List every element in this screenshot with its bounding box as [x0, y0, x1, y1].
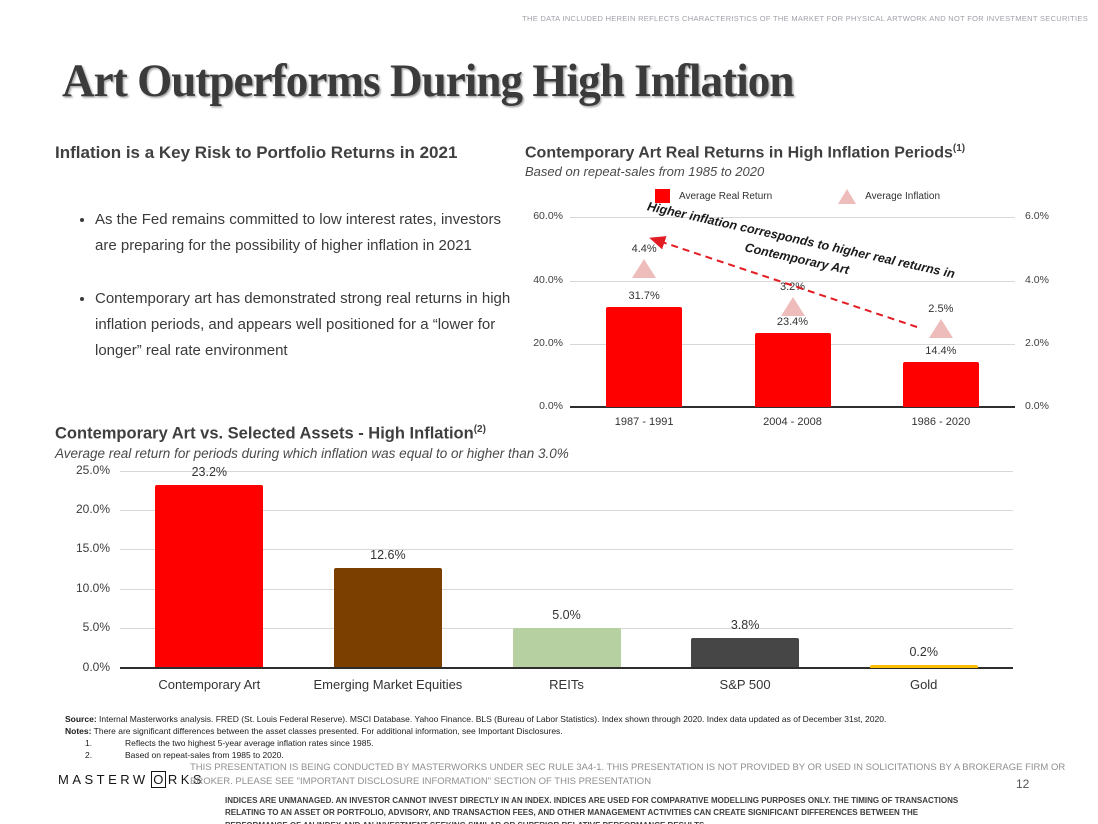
bar-value-label: 3.8% [730, 617, 760, 632]
x-axis-line [570, 406, 1015, 409]
logo-part: MASTERW [58, 772, 149, 787]
gridline [120, 549, 1013, 551]
left-axis-tick: 60.0% [533, 210, 563, 223]
notes-text: There are significant differences betwee… [91, 726, 563, 736]
inflation-triangle-marker [632, 258, 657, 278]
footnote-text: Reflects the two highest 5-year average … [125, 738, 374, 748]
asset-bar [155, 484, 264, 668]
logo-o-box: O [150, 771, 166, 788]
chart1-footnote-ref: (1) [952, 143, 966, 154]
right-axis-tick: 4.0% [1025, 273, 1049, 286]
asset-bar [691, 637, 800, 668]
real-return-bar [902, 361, 979, 408]
category-label: REITs [549, 676, 584, 692]
legend-item-real-return: Average Real Return [654, 189, 773, 204]
page-title: Art Outperforms During High Inflation [62, 55, 794, 107]
y-axis-tick: 0.0% [82, 659, 110, 674]
chart1-legend: Average Real Return Average Inflation [525, 187, 1070, 205]
legend-item-inflation: Average Inflation [838, 188, 941, 204]
bar-value-label: 0.2% [909, 644, 938, 659]
source-text: Internal Masterworks analysis. FRED (St.… [96, 714, 887, 724]
source-line: Source: Internal Masterworks analysis. F… [65, 714, 886, 724]
footnote-number: 2. [85, 750, 93, 760]
asset-bar [512, 628, 621, 668]
assets-comparison-section: Contemporary Art vs. Selected Assets - H… [55, 424, 1050, 703]
key-risk-section: Inflation is a Key Risk to Portfolio Ret… [55, 143, 520, 390]
top-disclaimer: THE DATA INCLUDED HEREIN REFLECTS CHARAC… [522, 14, 1088, 23]
notes-label: Notes: [65, 726, 92, 736]
footnote-text: Based on repeat-sales from 1985 to 2020. [125, 750, 284, 760]
legend-label: Average Real Return [678, 190, 773, 202]
real-returns-chart: 60.0% 6.0% 40.0% 4.0% 20.0% 2.0% 0.0% 0.0% 31.7%… [525, 200, 1090, 435]
bar-value-label: 31.7% [628, 289, 660, 302]
bullet-item: Contemporary art has demonstrated strong… [95, 286, 520, 365]
footnote-1: 1. Reflects the two highest 5-year avera… [85, 738, 374, 748]
bullet-item: As the Fed remains committed to low inte… [95, 207, 520, 260]
gridline [120, 588, 1013, 590]
real-return-bar [754, 333, 831, 408]
sec-disclaimer: THIS PRESENTATION IS BEING CONDUCTED BY … [190, 762, 1066, 788]
left-axis-tick: 20.0% [533, 336, 563, 349]
assets-comparison-chart: 25.0% 20.0% 15.0% 10.0% 5.0% 0.0% 23.2% Contemp… [55, 463, 1050, 703]
x-axis-line [120, 666, 1013, 669]
footnote-number: 1. [85, 738, 93, 748]
page-number: 12 [1016, 777, 1030, 791]
triangle-swatch-icon [838, 188, 857, 204]
real-return-bar [606, 306, 683, 408]
asset-bar [333, 568, 442, 668]
logo-part: RKS [167, 772, 206, 787]
chart1-title: Contemporary Art Real Returns in High In… [525, 143, 1090, 162]
bar-value-label: 23.2% [191, 464, 228, 479]
bar-swatch-icon [654, 189, 670, 204]
bullet-list: As the Fed remains committed to low inte… [55, 207, 520, 364]
left-axis-tick: 0.0% [539, 400, 563, 413]
chart2-title: Contemporary Art vs. Selected Assets - H… [55, 424, 1050, 444]
category-label: Emerging Market Equities [313, 676, 463, 692]
category-label: S&P 500 [719, 676, 771, 692]
bar-value-label: 23.4% [776, 316, 809, 329]
gridline [120, 509, 1013, 511]
y-axis-tick: 5.0% [82, 620, 110, 635]
chart2-subtitle: Average real return for periods during w… [55, 445, 569, 461]
chart1-subtitle: Based on repeat-sales from 1985 to 2020 [525, 164, 765, 180]
chart2-footnote-ref: (2) [473, 424, 486, 435]
chart1-title-text: Contemporary Art Real Returns in High In… [525, 144, 953, 162]
footnote-2: 2. Based on repeat-sales from 1985 to 20… [85, 750, 284, 760]
category-label: 1986 - 2020 [911, 416, 971, 429]
y-axis-tick: 25.0% [75, 462, 110, 477]
category-label: 1987 - 1991 [614, 416, 674, 429]
inflation-triangle-marker [928, 319, 953, 339]
bar-value-label: 5.0% [552, 608, 581, 623]
legend-label: Average Inflation [865, 190, 941, 202]
masterworks-logo: MASTERW O RKS [58, 771, 206, 788]
y-axis-tick: 10.0% [75, 580, 110, 595]
right-axis-tick: 0.0% [1025, 400, 1049, 413]
gridline [120, 470, 1013, 472]
gridline [570, 217, 1015, 219]
category-label: Gold [909, 676, 938, 692]
category-label: Contemporary Art [158, 676, 261, 692]
real-returns-chart-section: Contemporary Art Real Returns in High In… [525, 143, 1090, 435]
right-axis-tick: 6.0% [1025, 210, 1049, 223]
category-label: 2004 - 2008 [763, 416, 822, 429]
chart2-title-text: Contemporary Art vs. Selected Assets - H… [55, 424, 474, 443]
y-axis-tick: 20.0% [75, 501, 110, 516]
triangle-value-label: 2.5% [928, 303, 954, 316]
triangle-value-label: 3.2% [779, 280, 806, 293]
asset-bar [869, 664, 978, 668]
source-label: Source: [65, 714, 97, 724]
indices-disclaimer: INDICES ARE UNMANAGED. AN INVESTOR CANNO… [225, 796, 959, 824]
right-axis-tick: 2.0% [1025, 336, 1049, 349]
bar-value-label: 12.6% [370, 548, 406, 563]
section-heading: Inflation is a Key Risk to Portfolio Ret… [55, 143, 458, 162]
left-axis-tick: 40.0% [533, 273, 563, 286]
notes-line: Notes: There are significant differences… [65, 726, 563, 736]
triangle-value-label: 4.4% [631, 242, 657, 255]
inflation-triangle-marker [780, 296, 805, 316]
y-axis-tick: 15.0% [75, 541, 110, 556]
bar-value-label: 14.4% [925, 344, 957, 357]
